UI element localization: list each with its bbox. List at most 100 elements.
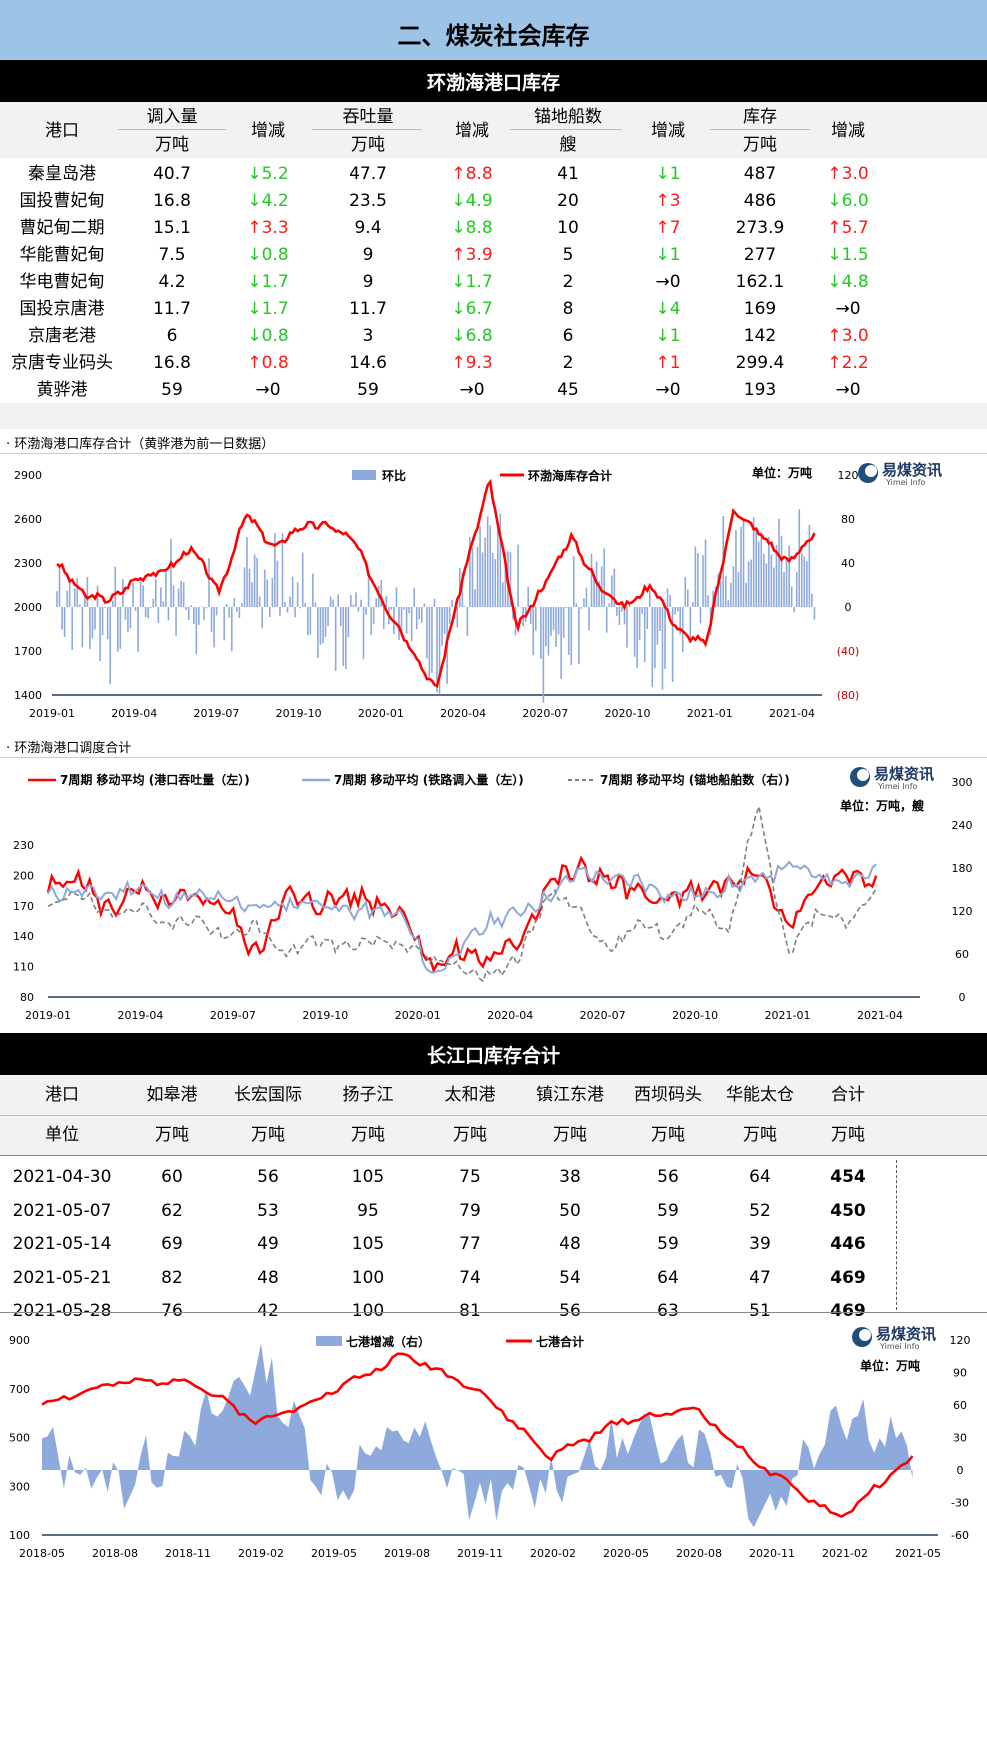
change-value: 0 [473,380,485,400]
y-tick-label: 2900 [14,469,42,482]
yangtze-unit-cell: 万吨 [155,1125,189,1145]
arrow-down-icon: ↓ [451,299,466,319]
chart-bohai-stock: 2900 2600 2300 2000 1700 1400 120 80 40 0 (40) (80)… [14,461,942,720]
value-cell: 59 [657,1200,679,1221]
change-cell: ↑7 [623,217,713,239]
arrow-down-icon: ↓ [655,164,670,184]
value-cell: 469 [830,1267,866,1288]
yangtze-header-cell: 港口 [45,1085,79,1105]
y-tick-label: 170 [13,900,34,913]
change-cell: ↓4.9 [427,190,517,212]
value-cell: 53 [257,1200,279,1221]
change-cell: ↓4.2 [223,190,313,212]
y2-tick-label: 0 [957,1464,964,1477]
port-name: 国投京唐港 [19,299,105,319]
value-cell: 486 [743,191,777,211]
arrow-up-icon: ↑ [655,218,670,238]
unit-label: 单位：万吨 [752,465,812,480]
change-value: 9.3 [465,353,493,373]
logo-subtext: Yimei Info [885,478,926,487]
change-cell: ↑3.0 [803,325,893,347]
value-cell: 48 [257,1267,279,1288]
value-cell: 48 [559,1234,581,1254]
arrow-up-icon: ↑ [827,326,842,346]
legend-label: 环渤海库存合计 [528,468,612,483]
change-value: 8.8 [465,218,493,238]
x-tick-label: 2019-11 [457,1547,503,1560]
change-value: 4.8 [841,272,869,292]
x-tick-label: 2019-01 [25,1009,71,1022]
change-cell: ↓1.7 [223,298,313,320]
x-tick-label: 2018-05 [19,1547,65,1560]
value-cell: 7.5 [158,245,186,265]
bohai-header-cell: 港口 [45,121,79,141]
arrow-up-icon: ↑ [655,353,670,373]
y-tick-label: 900 [9,1334,30,1347]
arrow-down-icon: ↓ [451,218,466,238]
change-value: 0 [669,380,681,400]
area-mark [42,1343,913,1528]
value-cell: 75 [459,1167,481,1187]
value-cell: 2 [562,272,574,292]
change-cell: ↓0.8 [223,244,313,266]
x-tick-label: 2021-02 [822,1547,868,1560]
change-cell: ↓1 [623,163,713,185]
y2-tick-label: 120 [952,905,973,918]
chart2-note: · 环渤海港口调度合计 [6,741,132,756]
x-tick-label: 2020-04 [487,1009,533,1022]
change-cell: ↑0.8 [223,352,313,374]
change-value: 0 [849,380,861,400]
change-value: 0 [849,299,861,319]
y2-tick-label: (40) [837,645,860,658]
legend-label: 7周期 移动平均 (锚地船舶数（右）) [600,772,790,787]
page-title: 二、煤炭社会库存 [0,0,987,66]
bohai-header-cell: 增减 [455,121,489,141]
arrow-up-icon: ↑ [247,353,262,373]
change-cell: ↑3.9 [427,244,517,266]
value-cell: 469 [830,1301,866,1321]
arrow-up-icon: ↑ [655,191,670,211]
x-tick-label: 2020-01 [395,1009,441,1022]
bohai-header-cell: 增减 [251,121,285,141]
y-tick-label: 110 [13,961,34,974]
value-cell: 56 [559,1301,581,1321]
x-tick-label: 2020-07 [522,707,568,720]
value-cell: 105 [351,1167,385,1187]
change-value: 2.2 [841,353,869,373]
value-cell: 56 [657,1167,679,1187]
value-cell: 15.1 [153,218,191,238]
legend-label: 七港合计 [536,1334,584,1349]
change-value: 1.5 [841,245,869,265]
port-name: 秦皇岛港 [28,164,96,184]
y2-tick-label: 240 [952,819,973,832]
value-cell: 76 [161,1301,183,1321]
x-tick-label: 2021-04 [857,1009,903,1022]
logo-text: 易煤资讯 [874,765,934,783]
legend-swatch [316,1336,342,1346]
change-value: 1 [669,164,681,184]
legend-label: 7周期 移动平均 (铁路调入量（左）) [334,772,524,787]
x-tick-label: 2021-05 [895,1547,941,1560]
y2-tick-label: 40 [841,557,855,570]
yangtze-header-cell: 扬子江 [342,1085,394,1105]
change-cell: ↓4.8 [803,271,893,293]
bohai-header-cell: 万吨 [155,135,189,155]
logo-icon [865,465,877,477]
change-value: 1 [669,353,681,373]
change-cell: ↓6.7 [427,298,517,320]
arrow-down-icon: ↓ [247,164,262,184]
arrow-up-icon: ↑ [451,353,466,373]
value-cell: 100 [351,1301,385,1321]
date-cell: 2021-05-07 [12,1200,112,1221]
y2-tick-label: 80 [841,513,855,526]
date-cell: 2021-05-21 [12,1267,112,1288]
value-cell: 60 [161,1167,183,1187]
change-value: 0.8 [261,326,289,346]
change-cell: ↓1 [623,244,713,266]
arrow-down-icon: ↓ [247,245,262,265]
change-value: 5.7 [841,218,869,238]
change-value: 1.7 [465,272,493,292]
value-cell: 69 [161,1234,183,1254]
change-cell: ↓1 [623,325,713,347]
